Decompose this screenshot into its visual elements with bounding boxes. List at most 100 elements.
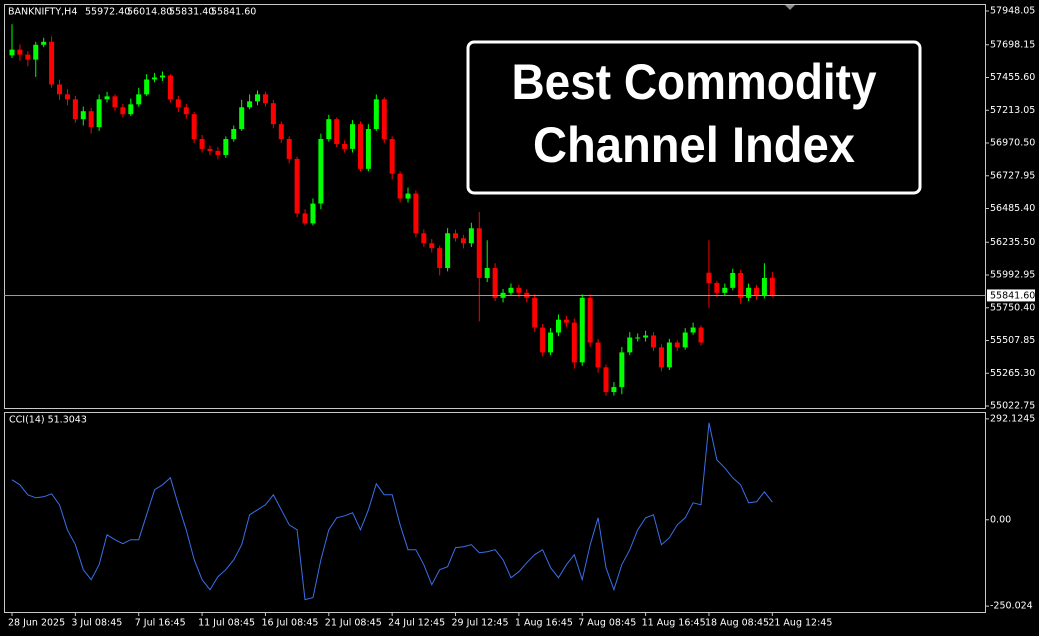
- y-tick-label: 56235.50: [990, 237, 1035, 248]
- x-tick-label: 7 Aug 08:45: [578, 618, 636, 629]
- ohlc-high: 56014.80: [127, 7, 172, 18]
- candle-body: [159, 75, 165, 78]
- candle-body: [579, 297, 585, 363]
- x-tick-label: 21 Aug 12:45: [768, 618, 832, 629]
- candle-body: [104, 96, 110, 100]
- x-tick-label: 11 Aug 16:45: [642, 618, 706, 629]
- candle-body: [635, 337, 641, 339]
- candle-body: [41, 41, 47, 45]
- candle-body: [72, 99, 78, 120]
- candle-body: [365, 129, 371, 169]
- x-tick-label: 28 Jun 2025: [8, 618, 65, 629]
- candle-body: [255, 94, 261, 102]
- candle-body: [389, 139, 395, 174]
- x-tick-label: 29 Jul 12:45: [452, 618, 509, 629]
- candle-body: [730, 272, 736, 288]
- candle-body: [215, 150, 221, 155]
- candle-body: [17, 49, 23, 55]
- candle-body: [152, 77, 158, 80]
- candle-body: [183, 107, 189, 115]
- candle-body: [199, 139, 205, 149]
- cci-title: CCI(14) 51.3043: [9, 415, 87, 426]
- candle-body: [555, 319, 561, 333]
- candle-body: [643, 335, 649, 338]
- candle-body: [231, 129, 237, 140]
- candle-body: [239, 107, 245, 130]
- candle-body: [262, 94, 268, 104]
- cci-panel: [4, 412, 986, 613]
- y-tick-label: 292.1245: [990, 413, 1035, 424]
- candle-body: [722, 287, 728, 293]
- candle-body: [397, 173, 403, 199]
- candle-body: [619, 352, 625, 388]
- candle-body: [64, 94, 70, 100]
- candle-body: [112, 96, 118, 108]
- candle-body: [342, 144, 348, 149]
- candle-body: [611, 387, 617, 393]
- candle-body: [627, 337, 633, 353]
- annotation-box: [466, 40, 922, 195]
- x-tick-label: 1 Aug 16:45: [515, 618, 573, 629]
- y-tick-label: 56727.95: [990, 170, 1035, 181]
- candle-body: [445, 233, 451, 268]
- candle-body: [690, 327, 696, 333]
- x-tick-label: 21 Jul 08:45: [325, 618, 382, 629]
- candle-body: [294, 158, 300, 214]
- candle-body: [33, 44, 39, 60]
- candle-body: [405, 193, 411, 199]
- candle-body: [706, 272, 712, 283]
- candle-body: [516, 287, 522, 293]
- candle-body: [761, 277, 767, 296]
- candle-body: [468, 228, 474, 244]
- candle-body: [666, 342, 672, 368]
- candle-body: [429, 243, 435, 249]
- candle-body: [453, 233, 459, 239]
- candle-body: [595, 342, 601, 368]
- candle-body: [80, 111, 86, 120]
- candle-body: [508, 287, 514, 293]
- annotation: Channel Index: [533, 117, 855, 173]
- candle-body: [413, 193, 419, 234]
- candle-body: [57, 84, 63, 95]
- candle-body: [571, 322, 577, 363]
- candle-body: [286, 139, 292, 159]
- y-tick-label: 57213.05: [990, 105, 1035, 116]
- candle-body: [25, 54, 31, 60]
- y-tick-label: 56970.50: [990, 138, 1035, 149]
- y-tick-label: 55750.40: [990, 302, 1035, 313]
- candle-body: [540, 327, 546, 353]
- x-tick-label: 7 Jul 16:45: [135, 618, 186, 629]
- candle-body: [532, 297, 538, 328]
- ohlc-low: 55831.40: [169, 7, 214, 18]
- candle-body: [548, 332, 554, 353]
- y-tick-label: 55022.75: [990, 401, 1035, 412]
- y-tick-label: 57698.15: [990, 39, 1035, 50]
- candle-body: [191, 114, 197, 140]
- current-price-label: 55841.60: [990, 290, 1035, 301]
- candle-body: [476, 228, 482, 278]
- x-tick-label: 18 Aug 08:45: [705, 618, 769, 629]
- x-tick-label: 24 Jul 12:45: [388, 618, 445, 629]
- y-tick-label: 0.00: [990, 514, 1011, 525]
- candle-body: [682, 332, 688, 348]
- candle-body: [658, 347, 664, 368]
- current-price-box: [987, 289, 1035, 302]
- y-tick-label: 57948.05: [990, 6, 1035, 17]
- candle-body: [96, 99, 102, 128]
- candle-body: [373, 99, 379, 130]
- candle-body: [357, 124, 363, 169]
- candle-body: [247, 101, 253, 108]
- candle-body: [207, 148, 213, 151]
- candle-body: [270, 103, 276, 125]
- ohlc-open: 55972.40: [85, 7, 130, 18]
- shift-marker: [785, 5, 795, 10]
- candle-body: [302, 213, 308, 224]
- candle-body: [738, 272, 744, 298]
- candle-body: [144, 79, 150, 95]
- candle-body: [437, 248, 443, 268]
- candle-body: [421, 233, 427, 244]
- candle-body: [753, 287, 759, 296]
- candle-body: [484, 267, 490, 278]
- candle-body: [318, 139, 324, 204]
- y-tick-label: -250.024: [990, 601, 1033, 612]
